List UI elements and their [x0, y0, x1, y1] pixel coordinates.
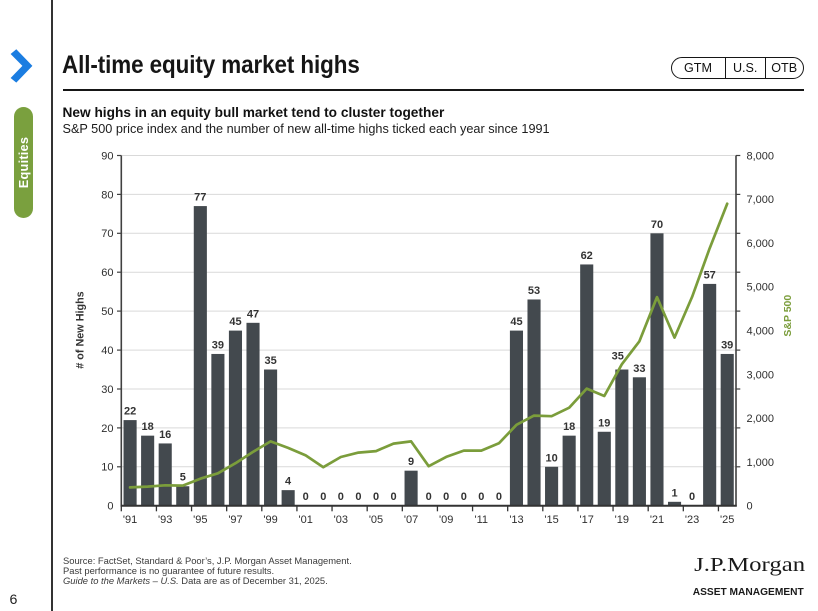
svg-text:1: 1 — [671, 487, 677, 499]
svg-text:70: 70 — [101, 228, 113, 240]
svg-text:19: 19 — [598, 417, 610, 429]
svg-text:'13: '13 — [509, 514, 523, 526]
svg-text:35: 35 — [264, 355, 276, 367]
svg-text:7,000: 7,000 — [747, 194, 775, 206]
svg-text:16: 16 — [159, 429, 171, 441]
svg-text:'23: '23 — [685, 514, 699, 526]
svg-text:'99: '99 — [263, 514, 277, 526]
svg-text:0: 0 — [338, 491, 344, 503]
svg-text:'07: '07 — [404, 514, 418, 526]
svg-text:0: 0 — [390, 491, 396, 503]
svg-text:39: 39 — [212, 339, 224, 351]
svg-text:'11: '11 — [475, 514, 489, 526]
svg-text:0: 0 — [496, 491, 502, 503]
svg-text:'97: '97 — [228, 514, 242, 526]
svg-text:6,000: 6,000 — [747, 238, 775, 250]
svg-text:35: 35 — [612, 351, 624, 363]
svg-text:S&P 500: S&P 500 — [782, 295, 794, 337]
svg-text:4: 4 — [285, 476, 292, 488]
svg-text:'01: '01 — [299, 514, 313, 526]
svg-text:30: 30 — [101, 384, 113, 396]
svg-text:'93: '93 — [158, 514, 172, 526]
svg-text:45: 45 — [229, 316, 241, 328]
svg-text:33: 33 — [633, 363, 645, 375]
svg-text:1,000: 1,000 — [747, 457, 775, 469]
svg-text:0: 0 — [443, 491, 449, 503]
svg-text:0: 0 — [303, 491, 309, 503]
svg-text:'05: '05 — [369, 514, 383, 526]
svg-text:0: 0 — [373, 491, 379, 503]
svg-text:'17: '17 — [580, 514, 594, 526]
svg-text:0: 0 — [426, 491, 432, 503]
svg-text:0: 0 — [355, 491, 361, 503]
svg-text:40: 40 — [101, 345, 113, 357]
svg-text:62: 62 — [581, 250, 593, 262]
svg-text:0: 0 — [320, 491, 326, 503]
svg-text:'91: '91 — [123, 514, 137, 526]
svg-text:'15: '15 — [544, 514, 558, 526]
svg-text:47: 47 — [247, 308, 259, 320]
svg-text:5: 5 — [180, 472, 186, 484]
svg-text:'95: '95 — [193, 514, 207, 526]
svg-text:45: 45 — [510, 316, 522, 328]
svg-text:'03: '03 — [334, 514, 348, 526]
svg-text:0: 0 — [107, 501, 113, 513]
svg-text:0: 0 — [689, 491, 695, 503]
svg-text:10: 10 — [101, 462, 113, 474]
svg-text:8,000: 8,000 — [747, 150, 775, 162]
svg-text:0: 0 — [747, 501, 753, 513]
svg-text:0: 0 — [478, 491, 484, 503]
svg-text:53: 53 — [528, 285, 540, 297]
svg-text:18: 18 — [141, 421, 153, 433]
svg-text:90: 90 — [101, 150, 113, 162]
svg-text:39: 39 — [721, 339, 733, 351]
svg-text:22: 22 — [124, 406, 136, 418]
svg-text:50: 50 — [101, 306, 113, 318]
svg-text:70: 70 — [651, 219, 663, 231]
svg-text:20: 20 — [101, 423, 113, 435]
svg-text:4,000: 4,000 — [747, 326, 775, 338]
svg-text:5,000: 5,000 — [747, 282, 775, 294]
svg-text:60: 60 — [101, 267, 113, 279]
svg-text:77: 77 — [194, 192, 206, 204]
svg-text:# of New Highs: # of New Highs — [75, 291, 87, 368]
svg-text:'21: '21 — [650, 514, 664, 526]
svg-text:10: 10 — [545, 452, 557, 464]
svg-text:18: 18 — [563, 421, 575, 433]
svg-text:80: 80 — [101, 189, 113, 201]
svg-text:57: 57 — [704, 269, 716, 281]
svg-text:0: 0 — [461, 491, 467, 503]
svg-text:3,000: 3,000 — [747, 369, 775, 381]
svg-text:'19: '19 — [615, 514, 629, 526]
svg-text:9: 9 — [408, 456, 414, 468]
svg-text:'09: '09 — [439, 514, 453, 526]
svg-text:2,000: 2,000 — [747, 413, 775, 425]
svg-text:'25: '25 — [720, 514, 734, 526]
